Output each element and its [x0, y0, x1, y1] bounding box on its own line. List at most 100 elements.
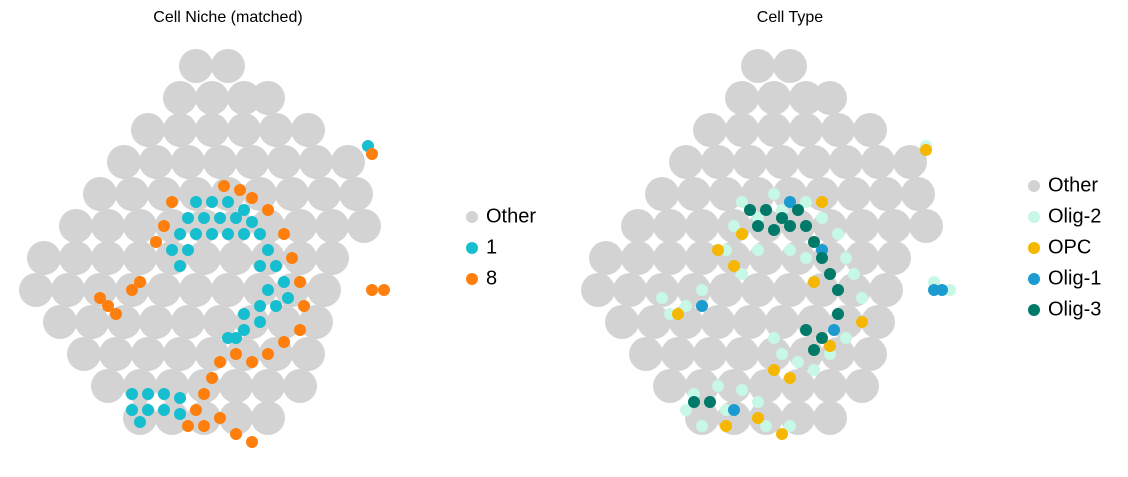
point	[219, 401, 253, 435]
point	[254, 228, 266, 240]
point	[736, 268, 748, 280]
point	[142, 404, 154, 416]
point	[581, 273, 615, 307]
point	[752, 244, 764, 256]
point	[800, 324, 812, 336]
point	[331, 145, 365, 179]
point	[645, 273, 679, 307]
point	[126, 284, 138, 296]
point	[270, 260, 282, 272]
point	[792, 204, 804, 216]
point	[725, 81, 759, 115]
point	[278, 336, 290, 348]
point	[800, 220, 812, 232]
point	[728, 260, 740, 272]
point	[267, 145, 301, 179]
point	[685, 241, 719, 275]
point	[166, 244, 178, 256]
point	[789, 113, 823, 147]
point	[131, 337, 165, 371]
point	[653, 241, 687, 275]
point	[704, 396, 716, 408]
point	[784, 220, 796, 232]
point	[214, 212, 226, 224]
point	[776, 348, 788, 360]
point	[813, 81, 847, 115]
point	[211, 273, 245, 307]
point	[198, 420, 210, 432]
point	[749, 369, 783, 403]
point	[123, 241, 157, 275]
point	[179, 49, 213, 83]
point	[139, 305, 173, 339]
point	[824, 340, 836, 352]
point	[813, 369, 847, 403]
point	[283, 209, 317, 243]
point	[278, 276, 290, 288]
point	[837, 177, 871, 211]
point	[637, 305, 671, 339]
point	[262, 204, 274, 216]
point	[696, 420, 708, 432]
point	[102, 300, 114, 312]
point	[853, 113, 887, 147]
point	[736, 384, 748, 396]
point	[752, 220, 764, 232]
point	[680, 300, 692, 312]
legend-label: Other	[1048, 174, 1098, 196]
point	[339, 177, 373, 211]
point	[219, 241, 253, 275]
point	[190, 196, 202, 208]
point	[366, 148, 378, 160]
point	[254, 300, 266, 312]
point	[728, 220, 740, 232]
point	[51, 273, 85, 307]
point	[246, 356, 258, 368]
point	[230, 428, 242, 440]
point	[829, 145, 863, 179]
legend-marker	[1028, 304, 1040, 316]
point	[163, 113, 197, 147]
point	[680, 404, 692, 416]
point	[259, 113, 293, 147]
point	[645, 177, 679, 211]
point	[685, 209, 719, 243]
point	[828, 324, 840, 336]
point	[19, 273, 53, 307]
point	[291, 337, 325, 371]
point	[856, 316, 868, 328]
point	[797, 145, 831, 179]
point	[91, 241, 125, 275]
point	[282, 292, 294, 304]
point	[792, 356, 804, 368]
point	[230, 348, 242, 360]
point	[816, 212, 828, 224]
point	[234, 184, 246, 196]
point	[203, 145, 237, 179]
point	[589, 241, 623, 275]
point	[134, 416, 146, 428]
point	[677, 177, 711, 211]
point	[768, 364, 780, 376]
point	[656, 292, 668, 304]
point	[315, 241, 349, 275]
point	[283, 369, 317, 403]
point	[206, 196, 218, 208]
chart-title: Cell Type	[757, 9, 824, 26]
legend-marker	[1028, 180, 1040, 192]
point	[688, 396, 700, 408]
point	[218, 180, 230, 192]
point	[307, 177, 341, 211]
point	[203, 305, 237, 339]
legend-label: Olig-2	[1048, 205, 1101, 227]
point	[251, 81, 285, 115]
point	[246, 436, 258, 448]
point	[629, 337, 663, 371]
point	[278, 228, 290, 240]
point	[187, 241, 221, 275]
point	[784, 244, 796, 256]
legend-label: OPC	[1048, 236, 1091, 258]
point	[877, 241, 911, 275]
point	[174, 260, 186, 272]
point	[262, 244, 274, 256]
